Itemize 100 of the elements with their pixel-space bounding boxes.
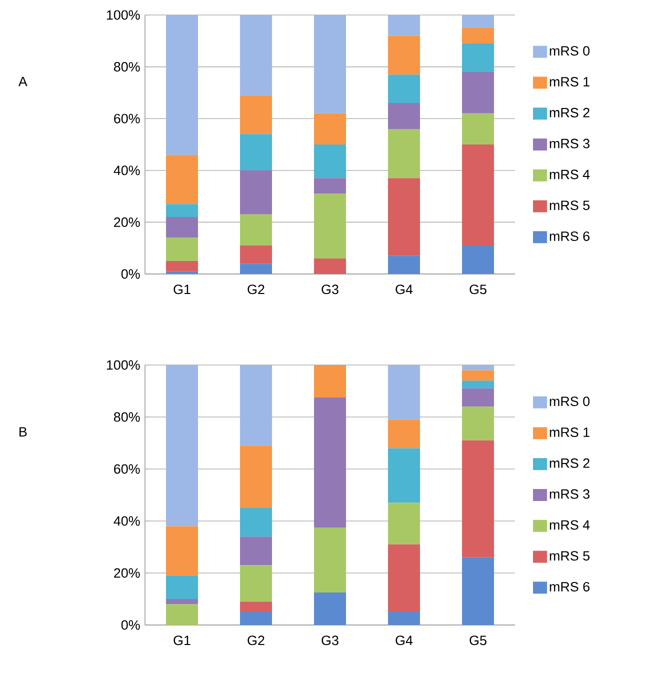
y-tick-label: 0% [121, 269, 140, 279]
y-tick-label: 100% [106, 360, 140, 370]
x-tick-label: G5 [470, 636, 486, 646]
bar [462, 440, 494, 558]
bar [388, 448, 420, 503]
y-tick-label: 80% [114, 412, 140, 422]
bar [462, 246, 494, 274]
bar [388, 74, 420, 104]
bar [166, 204, 198, 218]
bar [166, 261, 198, 272]
bar [314, 258, 346, 274]
bar [240, 565, 272, 602]
y-tick-label: 40% [114, 516, 140, 526]
x-tick-label: G1 [174, 284, 190, 294]
bar [462, 370, 494, 381]
y-tick-label: 0% [121, 620, 140, 630]
y-tick-label: 40% [114, 166, 140, 176]
bar [240, 214, 272, 246]
bar [314, 178, 346, 194]
legend-label: mRS 1 [550, 428, 590, 438]
bar [462, 557, 494, 625]
bar [240, 602, 272, 612]
bar [240, 246, 272, 264]
bar [314, 144, 346, 178]
y-tick-label: 100% [106, 10, 140, 20]
legend-label: mRS 4 [550, 170, 590, 180]
bar [240, 95, 272, 134]
x-tick-label: G4 [396, 636, 413, 646]
x-tick-label: G2 [248, 284, 264, 294]
bar [314, 194, 346, 258]
bar [462, 144, 494, 246]
legend-label: mRS 2 [550, 458, 590, 468]
bar [166, 576, 198, 599]
y-tick-label: 20% [114, 217, 140, 227]
bar [388, 364, 420, 420]
bar [388, 128, 420, 178]
bar [462, 72, 494, 114]
bar [240, 536, 272, 566]
bar [166, 238, 198, 262]
bar [388, 14, 420, 36]
bar [166, 599, 198, 604]
legend-label: mRS 2 [550, 108, 590, 118]
bar [462, 364, 494, 370]
bar [240, 364, 272, 446]
text: A [18, 76, 28, 86]
legend-label: mRS 3 [550, 489, 590, 499]
legend-label: mRS 5 [550, 200, 590, 210]
legend-label: mRS 0 [550, 396, 590, 406]
bar [240, 264, 272, 274]
bar [388, 103, 420, 129]
bar [462, 388, 494, 407]
bar [388, 178, 420, 256]
bar [462, 406, 494, 440]
x-tick-label: G5 [470, 284, 486, 294]
legend-label: mRS 1 [550, 77, 590, 87]
bar [462, 113, 494, 144]
bar [388, 256, 420, 274]
bar [166, 14, 198, 155]
legend-label: mRS 3 [550, 138, 590, 148]
y-tick-label: 60% [114, 114, 140, 124]
bar [166, 364, 198, 526]
bar [166, 604, 198, 625]
x-tick-label: G3 [322, 636, 338, 646]
y-tick-label: 60% [114, 464, 140, 474]
bar [166, 271, 198, 274]
legend-label: mRS 4 [550, 520, 590, 530]
bar [314, 397, 346, 528]
bar [388, 36, 420, 75]
bar [314, 528, 346, 592]
legend-label: mRS 6 [550, 231, 590, 241]
bar [240, 446, 272, 508]
legend-label: mRS 5 [550, 551, 590, 561]
legend-label: mRS 6 [550, 582, 590, 592]
x-tick-label: G3 [322, 284, 338, 294]
bar [166, 526, 198, 576]
bar [240, 14, 272, 96]
bar [314, 14, 346, 114]
bar [240, 508, 272, 537]
x-tick-label: G4 [396, 284, 413, 294]
bar [240, 612, 272, 625]
bar [462, 43, 494, 72]
x-tick-label: G1 [174, 636, 190, 646]
bar [166, 154, 198, 204]
bar [388, 612, 420, 625]
bar [314, 364, 346, 398]
bar [166, 217, 198, 238]
bar [388, 502, 420, 544]
bar [388, 420, 420, 448]
bar [462, 14, 494, 28]
y-tick-label: 80% [114, 62, 140, 72]
bar [388, 544, 420, 612]
y-tick-label: 20% [114, 568, 140, 578]
bar [314, 592, 346, 625]
bar [462, 28, 494, 44]
legend-label: mRS 0 [550, 46, 590, 56]
bar [314, 113, 346, 144]
bar [240, 134, 272, 170]
x-tick-label: G2 [248, 636, 264, 646]
bar [240, 170, 272, 214]
text: B [20, 427, 27, 436]
